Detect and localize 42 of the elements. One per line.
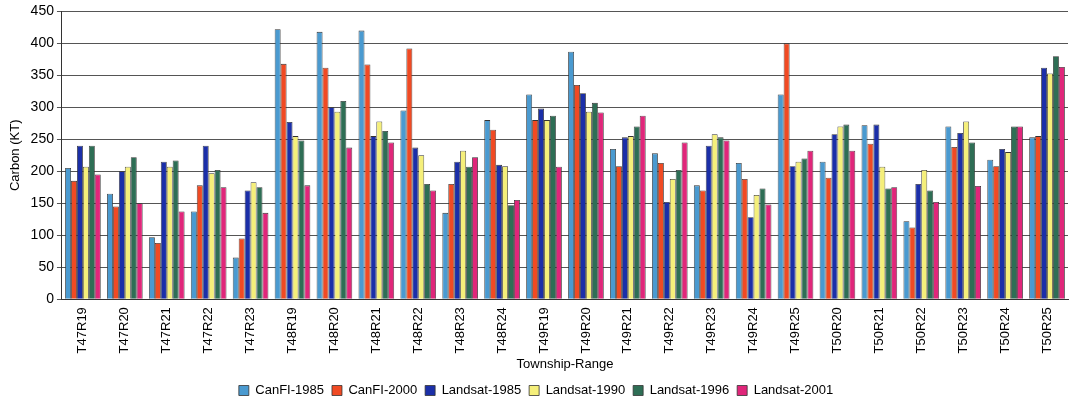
legend-label: Landsat-1996 bbox=[649, 382, 730, 398]
x-tick-label: T48R22 bbox=[409, 307, 425, 354]
x-tick-label: T49R25 bbox=[787, 307, 803, 354]
x-tick-label: T49R21 bbox=[619, 307, 635, 354]
y-tick-label: 150 bbox=[30, 194, 55, 211]
x-tick-label: T48R24 bbox=[493, 307, 509, 354]
x-tick-label: T48R23 bbox=[451, 307, 467, 354]
legend-label: Landsat-1990 bbox=[545, 382, 626, 398]
y-axis-title: Carbon (KT) bbox=[7, 119, 23, 192]
x-tick-label: T47R20 bbox=[116, 307, 132, 354]
x-tick-label: T49R20 bbox=[577, 307, 593, 354]
y-tick-label: 300 bbox=[30, 98, 55, 115]
y-tick-label: 200 bbox=[30, 162, 55, 179]
x-tick-label: T50R25 bbox=[1038, 307, 1054, 354]
legend-label: Landsat-2001 bbox=[753, 382, 834, 398]
x-tick-label: T49R19 bbox=[535, 307, 551, 354]
y-tick-label: 50 bbox=[38, 258, 55, 275]
y-tick-label: 250 bbox=[30, 130, 55, 147]
x-tick-label: T49R22 bbox=[661, 307, 677, 354]
y-tick-label: 0 bbox=[46, 290, 55, 307]
y-tick-label: 450 bbox=[30, 2, 55, 19]
y-tick-label: 400 bbox=[30, 34, 55, 51]
x-tick-label: T50R20 bbox=[829, 307, 845, 354]
y-tick-label: 350 bbox=[30, 66, 55, 83]
x-tick-label: T50R24 bbox=[996, 307, 1012, 354]
x-tick-label: T47R19 bbox=[74, 307, 90, 354]
legend-label: CanFI-2000 bbox=[348, 382, 418, 398]
x-tick-label: T48R19 bbox=[284, 307, 300, 354]
y-tick-label: 100 bbox=[30, 226, 55, 243]
x-tick-label: T47R23 bbox=[242, 307, 258, 354]
x-tick-label: T47R21 bbox=[158, 307, 174, 354]
legend-label: CanFI-1985 bbox=[255, 382, 324, 398]
x-axis-title: Township-Range bbox=[516, 355, 614, 371]
x-tick-label: T50R21 bbox=[870, 307, 886, 354]
x-tick-label: T50R23 bbox=[954, 307, 970, 354]
x-tick-label: T48R21 bbox=[367, 307, 383, 354]
x-tick-label: T49R24 bbox=[745, 307, 761, 354]
legend-label: Landsat-1985 bbox=[441, 382, 522, 398]
x-tick-label: T47R22 bbox=[200, 307, 216, 354]
x-tick-label: T48R20 bbox=[326, 307, 342, 354]
x-tick-label: T50R22 bbox=[912, 307, 928, 354]
x-tick-label: T49R23 bbox=[703, 307, 719, 354]
